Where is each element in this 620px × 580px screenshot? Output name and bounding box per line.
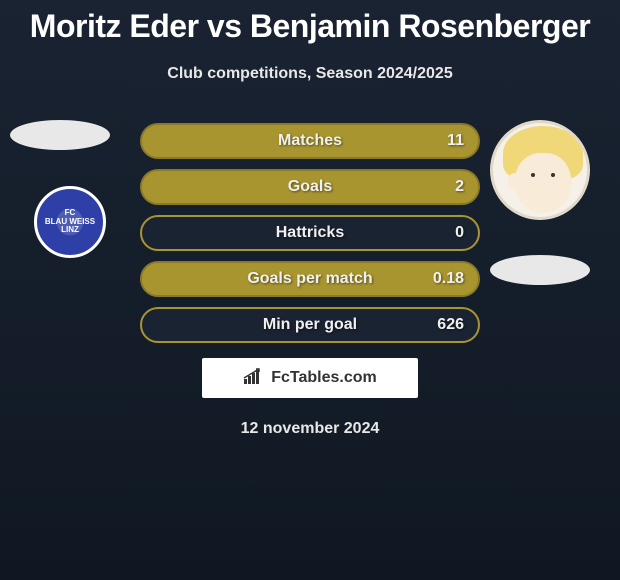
date-text: 12 november 2024 [0, 420, 620, 438]
stat-label: Goals [288, 178, 332, 196]
stat-row-min-per-goal: Min per goal 626 [140, 307, 480, 343]
stat-value: 0.18 [433, 270, 464, 288]
stats-container: Matches 11 Goals 2 Hattricks 0 Goals per… [0, 123, 620, 343]
subtitle: Club competitions, Season 2024/2025 [0, 65, 620, 83]
stat-label: Min per goal [263, 316, 357, 334]
footer-brand-box[interactable]: FcTables.com [202, 358, 418, 398]
stat-label: Hattricks [276, 224, 344, 242]
stat-row-goals: Goals 2 [140, 169, 480, 205]
stat-row-hattricks: Hattricks 0 [140, 215, 480, 251]
stat-value: 11 [447, 132, 464, 150]
page-title: Moritz Eder vs Benjamin Rosenberger [0, 0, 620, 45]
stat-row-goals-per-match: Goals per match 0.18 [140, 261, 480, 297]
stat-label: Goals per match [247, 270, 372, 288]
stat-value: 2 [455, 178, 464, 196]
stat-label: Matches [278, 132, 342, 150]
stat-value: 0 [455, 224, 464, 242]
stat-row-matches: Matches 11 [140, 123, 480, 159]
stat-value: 626 [437, 316, 464, 334]
footer-brand-text: FcTables.com [271, 369, 377, 387]
chart-icon [243, 367, 265, 390]
